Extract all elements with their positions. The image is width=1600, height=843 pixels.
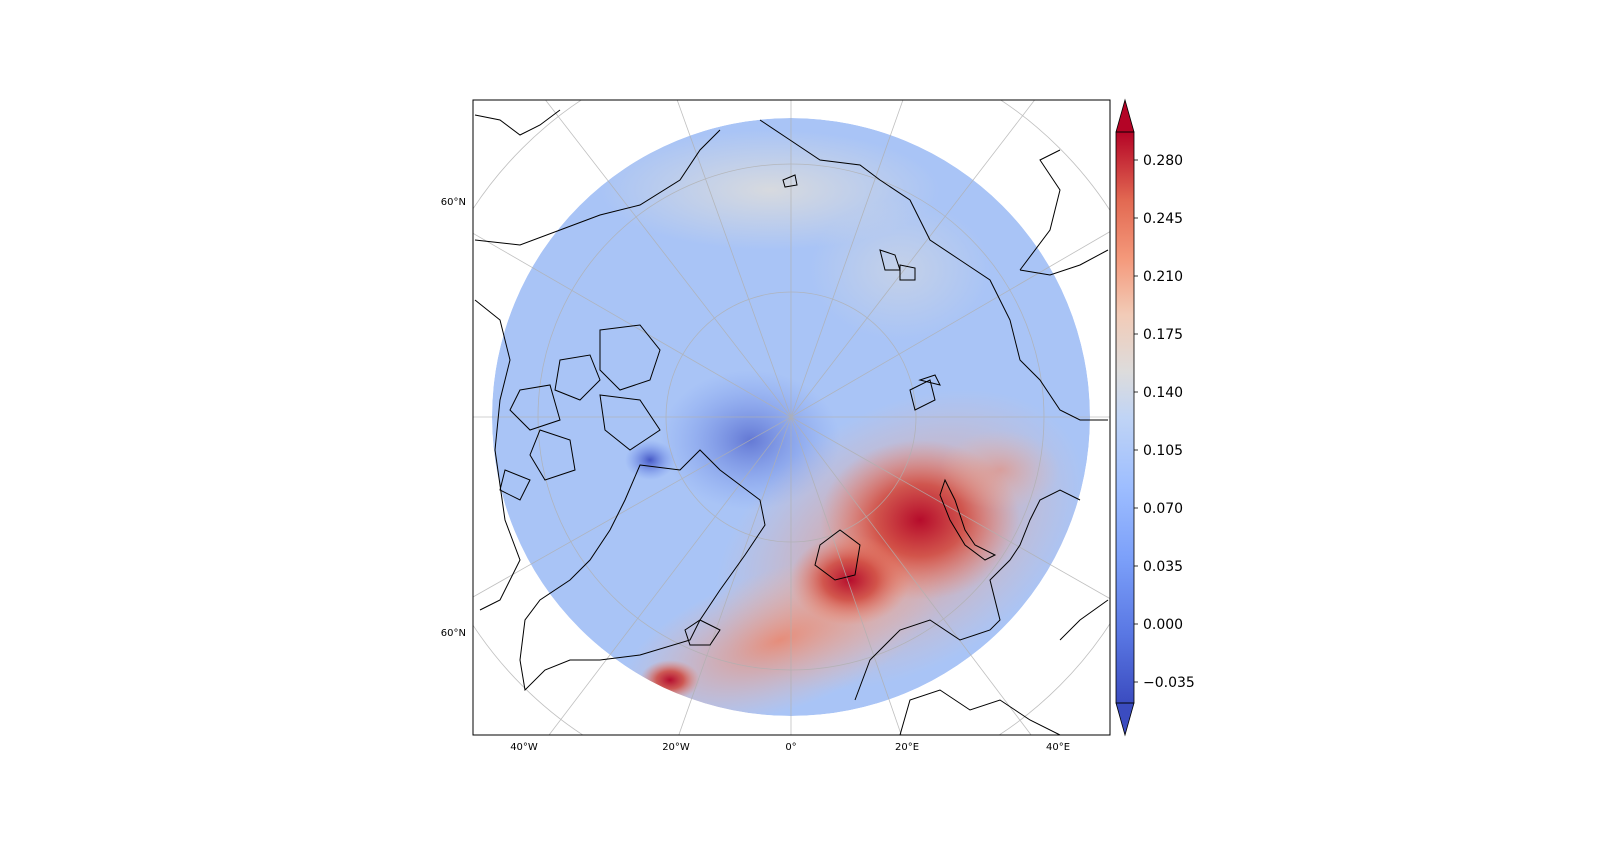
colorbar: 0.280 0.245 0.210 0.175 0.140 0.105 0.070 0.035… [1115, 98, 1195, 737]
map-axes [472, 99, 1111, 736]
lat-label-top: 60°N [441, 197, 466, 208]
colorbar-tick-label: 0.280 [1143, 153, 1183, 169]
coast-svalbard [814, 529, 861, 581]
lon-label-20e: 20°E [895, 742, 919, 753]
coast-europe [899, 599, 1109, 735]
coast-severnaya-zemlya [909, 374, 941, 411]
colorbar-body [1116, 132, 1134, 703]
colorbar-tick-label: 0.035 [1143, 559, 1183, 575]
coast-alaska [474, 109, 561, 136]
lon-tick-labels: 40°W 20°W 0° 20°E 40°E [510, 742, 1070, 753]
graticule [473, 100, 1110, 735]
colorbar-tick-label: 0.070 [1143, 501, 1183, 517]
lon-label-20w: 20°W [662, 742, 690, 753]
colorbar-tick-label: −0.035 [1143, 675, 1195, 691]
lat-label-bottom: 60°N [441, 628, 466, 639]
lon-label-0: 0° [785, 742, 796, 753]
colorbar-extend-max [1115, 98, 1135, 133]
coast-greenland [519, 449, 766, 692]
coast-novaya-zemlya [939, 478, 997, 561]
coast-scandinavia [854, 489, 1081, 701]
colorbar-tick-label: 0.105 [1143, 443, 1183, 459]
coast-east-siberia-islands [782, 174, 916, 281]
lon-label-40e: 40°E [1046, 742, 1070, 753]
colorbar-tick-label: 0.175 [1143, 327, 1183, 343]
map-frame [472, 99, 1111, 736]
coast-canadian-archipelago [499, 324, 661, 501]
colorbar-extend-min [1115, 702, 1135, 737]
coast-north-america [474, 129, 721, 611]
colorbar-tick-label: 0.140 [1143, 385, 1183, 401]
lat-tick-labels: 60°N 60°N [441, 197, 466, 639]
coast-iceland [684, 619, 721, 646]
colorbar-tick-label: 0.245 [1143, 211, 1183, 227]
colorbar-tick-label: 0.210 [1143, 269, 1183, 285]
colorbar-tick-label: 0.000 [1143, 617, 1183, 633]
data-field [492, 118, 1090, 716]
coastlines [474, 109, 1109, 735]
lon-label-40w: 40°W [510, 742, 538, 753]
colorbar-outline [1115, 131, 1135, 704]
coast-siberia [759, 119, 1109, 421]
colorbar-ticks: 0.280 0.245 0.210 0.175 0.140 0.105 0.070 0.035… [1134, 153, 1195, 691]
